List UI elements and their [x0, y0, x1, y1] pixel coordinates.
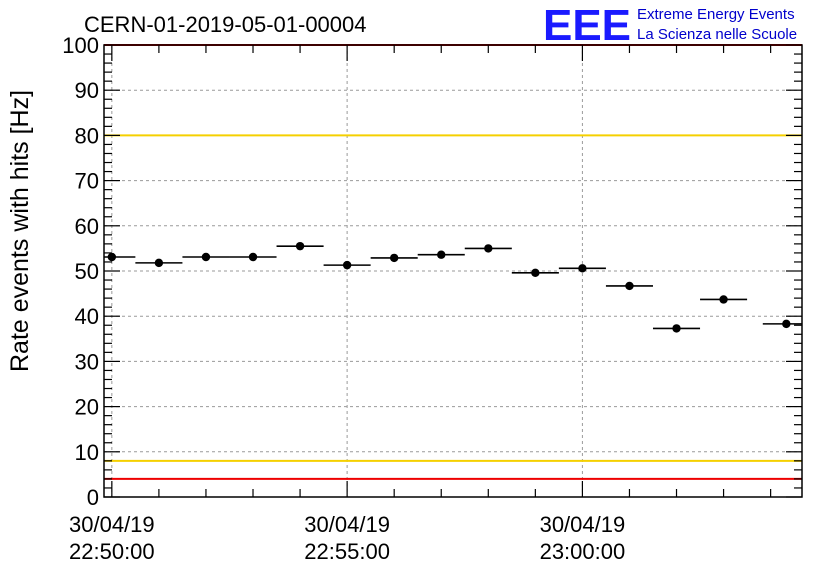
data-point: [248, 252, 258, 262]
x-tick-label-date: 30/04/19: [69, 512, 155, 537]
y-tick-label: 40: [75, 304, 99, 329]
data-point: [295, 241, 305, 251]
y-tick-label: 70: [75, 169, 99, 194]
y-tick-label: 80: [75, 123, 99, 148]
data-point: [342, 260, 352, 270]
x-tick-labels: 30/04/1922:50:0030/04/1922:55:0030/04/19…: [69, 512, 625, 564]
y-tick-label: 20: [75, 395, 99, 420]
data-point: [201, 252, 211, 262]
data-point: [672, 324, 681, 333]
plot-frame: [103, 44, 803, 498]
y-tick-label: 50: [75, 259, 99, 284]
logo-eee: EEE: [543, 1, 631, 50]
data-point: [625, 281, 634, 291]
data-point: [531, 268, 540, 278]
data-point: [719, 295, 728, 304]
data-series: [104, 241, 802, 333]
y-axis-label: Rate events with hits [Hz]: [6, 90, 34, 372]
y-tick-label: 90: [75, 78, 99, 103]
data-point: [107, 252, 117, 262]
data-point: [389, 253, 399, 263]
y-tick-label: 30: [75, 349, 99, 374]
logo-line-2: La Scienza nelle Scuole: [637, 26, 797, 43]
x-tick-label-date: 30/04/19: [540, 512, 626, 537]
data-point: [154, 258, 164, 268]
data-point: [484, 244, 493, 253]
y-tick-label: 100: [62, 33, 99, 58]
data-point: [578, 264, 587, 273]
data-point: [437, 250, 446, 259]
data-point: [782, 319, 791, 329]
eee-logo: EEE Extreme Energy Events La Scienza nel…: [543, 1, 797, 50]
x-tick-label-time: 22:50:00: [69, 539, 155, 564]
y-tick-label: 60: [75, 214, 99, 239]
chart-title: CERN-01-2019-05-01-00004: [84, 12, 367, 37]
y-tick-labels: 0 10 20 30 40 50 60 70 80 90 100: [62, 33, 99, 510]
logo-line-1: Extreme Energy Events: [637, 6, 795, 23]
y-tick-label: 0: [87, 485, 99, 510]
x-tick-label-time: 23:00:00: [540, 539, 626, 564]
x-tick-label-date: 30/04/19: [304, 512, 390, 537]
x-tick-label-time: 22:55:00: [304, 539, 390, 564]
y-tick-label: 10: [75, 440, 99, 465]
